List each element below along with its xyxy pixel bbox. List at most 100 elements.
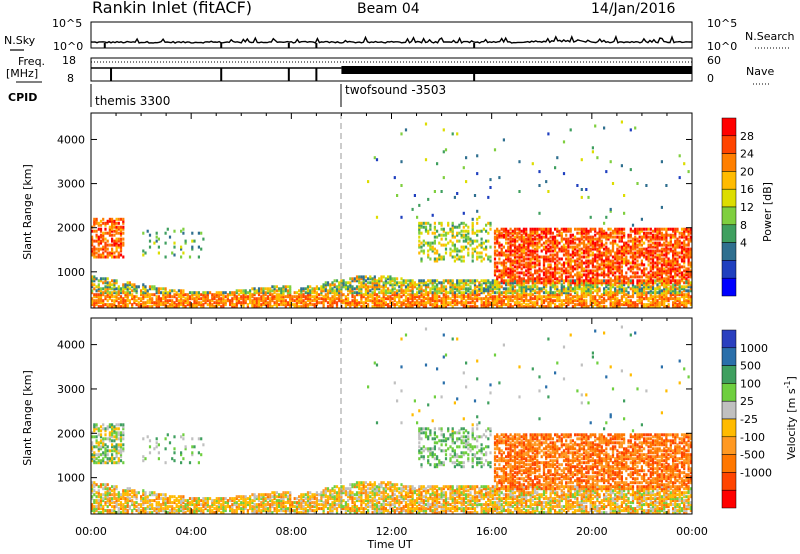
- power-cell: [502, 259, 505, 263]
- power-cell: [669, 275, 672, 279]
- power-cell: [295, 301, 298, 305]
- power-cell: [235, 297, 238, 301]
- power-cell: [193, 303, 196, 307]
- power-cell: [115, 245, 118, 249]
- power-cell: [329, 287, 332, 291]
- power-cell: [620, 297, 623, 301]
- power-cell: [99, 279, 103, 283]
- power-cell: [119, 287, 123, 291]
- power-cell: [574, 245, 577, 249]
- power-cell: [104, 241, 107, 245]
- power-cell: [424, 287, 428, 291]
- power-cell: [680, 259, 684, 263]
- noise-left-tick-top: 10^5: [52, 17, 82, 30]
- power-cell: [605, 255, 608, 259]
- power-cell: [594, 259, 597, 263]
- power-cell: [471, 305, 474, 309]
- power-cell: [616, 255, 619, 259]
- power-cell: [536, 281, 539, 285]
- power-cell: [651, 301, 655, 305]
- velocity-cell: [102, 437, 105, 441]
- power-cell: [493, 269, 497, 273]
- power-cell: [427, 255, 430, 259]
- power-cell: [367, 291, 370, 295]
- power-cell: [91, 281, 94, 285]
- power-cell: [369, 275, 372, 279]
- power-cell: [609, 283, 612, 287]
- power-cell: [685, 267, 688, 271]
- power-cell: [663, 293, 666, 297]
- power-cell: [516, 305, 519, 309]
- power-cell: [456, 283, 459, 287]
- power-cell: [596, 285, 599, 289]
- power-cell: [618, 285, 621, 289]
- power-cell: [658, 279, 661, 283]
- power-cell: [689, 229, 692, 233]
- power-cell: [505, 237, 508, 241]
- power-cell: [689, 255, 692, 259]
- power-cell: [625, 251, 628, 255]
- power-cell: [511, 243, 514, 247]
- power-cell: [280, 287, 283, 291]
- power-cell: [146, 291, 149, 295]
- power-cell: [313, 299, 316, 303]
- power-cell: [91, 279, 94, 283]
- power-cell: [420, 245, 423, 249]
- power-cell: [542, 257, 546, 261]
- power-cell: [520, 281, 523, 285]
- power-cell: [558, 257, 561, 261]
- power-cell: [549, 273, 552, 277]
- power-cell: [672, 257, 675, 261]
- power-cell: [656, 269, 659, 273]
- power-cell: [627, 267, 630, 271]
- power-cell: [262, 293, 265, 297]
- power-cell: [148, 285, 152, 289]
- power-cell: [507, 229, 510, 233]
- power-cell: [620, 227, 623, 231]
- power-cell: [565, 257, 568, 261]
- power-cell: [656, 275, 659, 279]
- power-cell: [672, 303, 675, 307]
- power-cell: [623, 281, 626, 285]
- power-cell: [640, 279, 643, 283]
- power-cell: [502, 295, 505, 299]
- power-cell: [545, 229, 548, 233]
- power-cell: [115, 247, 118, 251]
- power-cell: [422, 297, 425, 301]
- power-cell: [620, 273, 623, 277]
- power-cell: [487, 285, 490, 289]
- velocity-cell: [108, 489, 111, 493]
- power-cell: [554, 305, 557, 309]
- power-cell: [191, 247, 194, 251]
- power-cell: [527, 293, 530, 297]
- power-cell: [106, 221, 109, 225]
- power-cell: [422, 293, 425, 297]
- power-cell: [562, 172, 566, 176]
- power-cell: [580, 295, 583, 299]
- power-cell: [447, 223, 450, 227]
- power-cell: [607, 233, 610, 237]
- power-cell: [424, 241, 428, 245]
- power-cell: [458, 225, 461, 229]
- power-cell: [157, 297, 160, 301]
- power-cell: [144, 295, 147, 299]
- power-cell: [442, 257, 445, 261]
- power-cell: [605, 215, 608, 219]
- power-cell: [440, 233, 443, 237]
- power-cell: [433, 231, 436, 235]
- velocity-cell: [93, 461, 96, 465]
- power-cell: [585, 227, 588, 231]
- power-cell: [658, 281, 661, 285]
- power-cell: [106, 295, 109, 299]
- power-cell: [627, 303, 630, 307]
- power-cell: [536, 253, 539, 257]
- power-cell: [538, 237, 541, 241]
- power-cell: [211, 299, 214, 303]
- velocity-cell: [111, 501, 114, 505]
- power-cell: [471, 253, 474, 257]
- power-cell: [596, 267, 599, 271]
- power-cell: [422, 243, 425, 247]
- power-cell: [108, 217, 111, 221]
- power-cell: [113, 233, 116, 237]
- power-cell: [689, 285, 692, 289]
